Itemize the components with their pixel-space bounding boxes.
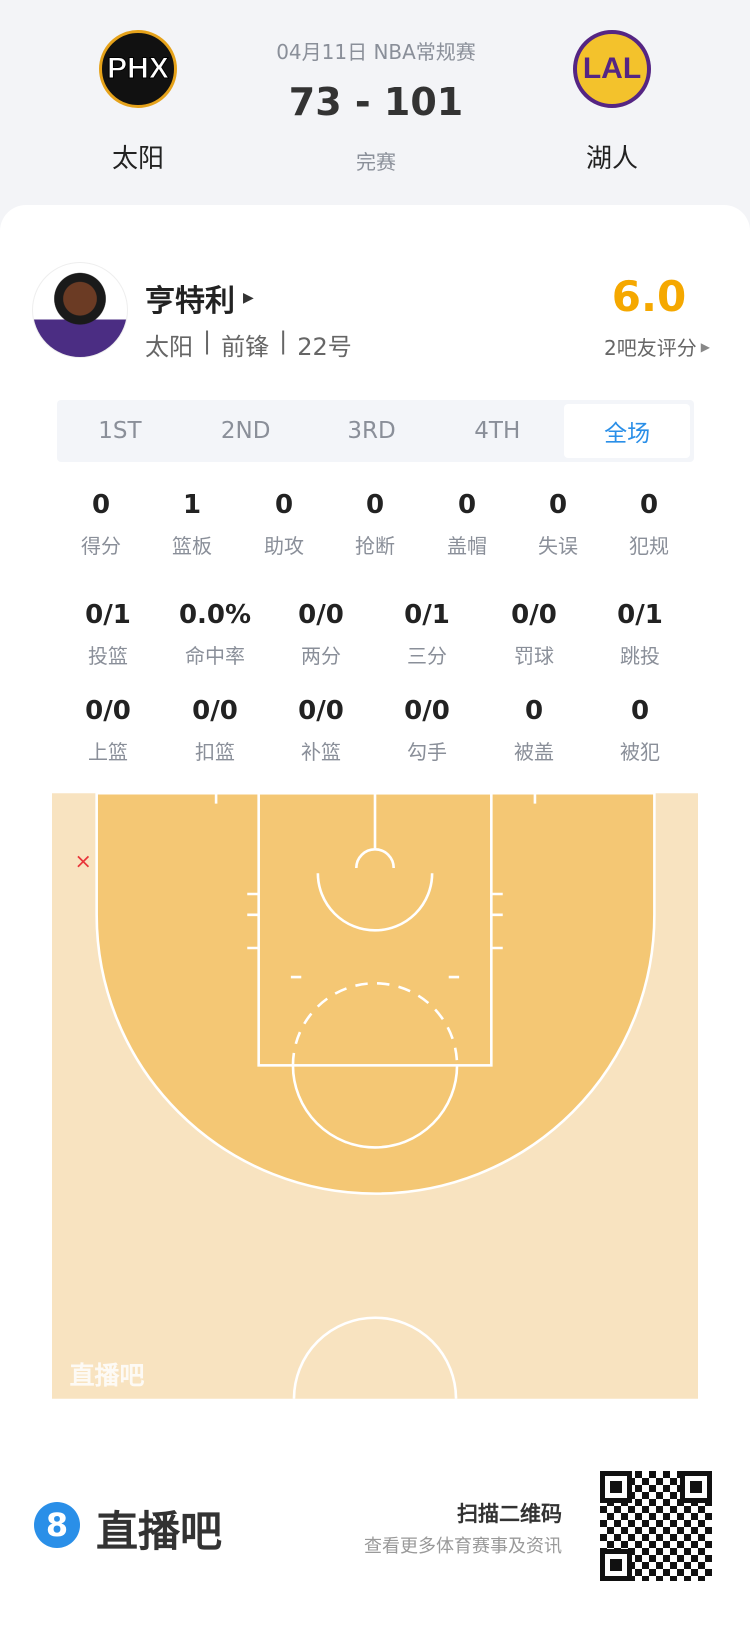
stat-value: 0 xyxy=(91,490,111,520)
free-throw-circle-top xyxy=(291,982,459,1066)
stat-label: 扣篮 xyxy=(195,740,235,764)
player-position: 前锋 xyxy=(221,333,270,361)
three-point-line xyxy=(95,793,656,1195)
stat-value: 0 xyxy=(639,490,659,520)
stat-label: 投篮 xyxy=(88,644,128,668)
stat-label: 罚球 xyxy=(514,644,554,668)
stat-value: 0/1 xyxy=(404,600,450,630)
stat-label: 抢断 xyxy=(355,534,395,558)
stat-value: 0/0 xyxy=(298,696,344,726)
stat-label: 跳投 xyxy=(620,644,660,668)
stat-label: 犯规 xyxy=(629,534,669,558)
stat-value: 0/0 xyxy=(85,696,131,726)
match-date: 04月11日 NBA常规赛 xyxy=(276,40,476,64)
stat-value: 0/0 xyxy=(298,600,344,630)
stat-label: 助攻 xyxy=(264,534,304,558)
stat-label: 盖帽 xyxy=(447,534,487,558)
qr-title: 扫描二维码 xyxy=(457,1502,562,1526)
stat-value: 0/1 xyxy=(617,600,663,630)
rating-link[interactable]: 2吧友评分 ▶ xyxy=(604,336,710,360)
caret-right-icon: ▶ xyxy=(243,290,254,306)
stat-label: 得分 xyxy=(81,534,121,558)
tab-3rd[interactable]: 3RD xyxy=(347,418,396,444)
player-number: 22号 xyxy=(297,333,352,361)
restricted-area xyxy=(316,873,434,932)
match-score: 73 - 101 xyxy=(288,80,464,124)
player-name: 亨特利 xyxy=(145,284,235,319)
stat-value: 0 xyxy=(365,490,385,520)
stat-label: 命中率 xyxy=(185,644,245,668)
stat-value: 0/0 xyxy=(404,696,450,726)
stat-value: 1 xyxy=(182,490,202,520)
stat-label: 三分 xyxy=(407,644,447,668)
stat-value: 0 xyxy=(457,490,477,520)
stat-label: 两分 xyxy=(301,644,341,668)
stat-value: 0 xyxy=(630,696,650,726)
rim xyxy=(355,848,395,869)
stat-value: 0 xyxy=(274,490,294,520)
player-name-link[interactable]: 亨特利 ▶ xyxy=(145,276,254,320)
stat-label: 被盖 xyxy=(514,740,554,764)
free-throw-circle-bottom xyxy=(291,1065,459,1149)
watermark-logo: 直播吧 xyxy=(70,1361,145,1390)
qr-subtitle: 查看更多体育赛事及资讯 xyxy=(364,1536,562,1557)
brand-name: 直播吧 xyxy=(96,1507,223,1556)
stat-value: 0/1 xyxy=(85,600,131,630)
player-avatar[interactable] xyxy=(32,262,128,358)
caret-right-icon: ▶ xyxy=(700,339,710,354)
stat-value: 0 xyxy=(548,490,568,520)
stat-value: 0/0 xyxy=(511,600,557,630)
away-team-name: 湖人 xyxy=(585,144,639,174)
home-team-logo[interactable]: PHX xyxy=(99,30,177,108)
home-team-name: 太阳 xyxy=(111,144,165,174)
tab-full-game[interactable]: 全场 xyxy=(564,404,690,458)
tab-4th[interactable]: 4TH xyxy=(474,418,521,444)
stat-value: 0.0% xyxy=(178,600,252,630)
match-status: 完赛 xyxy=(356,150,396,174)
away-team-logo[interactable]: LAL xyxy=(573,30,651,108)
stat-label: 失误 xyxy=(538,534,578,558)
stat-label: 被犯 xyxy=(620,740,660,764)
shot-chart-court: × 直播吧 xyxy=(52,793,698,1399)
player-team: 太阳 xyxy=(145,333,193,361)
stat-label: 补篮 xyxy=(301,740,341,764)
tab-1st[interactable]: 1ST xyxy=(98,418,142,444)
qr-code[interactable] xyxy=(600,1471,712,1581)
stat-value: 0/0 xyxy=(192,696,238,726)
stat-value: 0 xyxy=(524,696,544,726)
stat-label: 篮板 xyxy=(172,534,212,558)
player-rating: 6.0 xyxy=(611,272,687,321)
center-circle xyxy=(292,1316,458,1399)
player-info: 太阳 | 前锋 | 22号 xyxy=(145,327,352,361)
tab-2nd[interactable]: 2ND xyxy=(220,418,271,444)
brand-logo-icon: 8 xyxy=(34,1502,80,1548)
shot-miss-marker: × xyxy=(74,849,91,873)
stat-label: 勾手 xyxy=(407,740,447,764)
period-tabs: 1ST 2ND 3RD 4TH 全场 xyxy=(57,400,694,462)
stat-label: 上篮 xyxy=(88,740,128,764)
